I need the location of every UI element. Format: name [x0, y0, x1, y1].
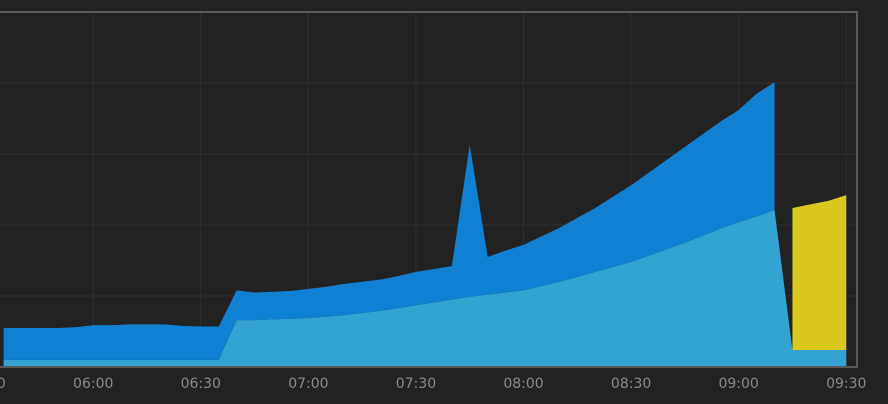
- x-tick-label: 08:00: [503, 376, 543, 392]
- x-tick-label: 08:30: [611, 376, 651, 392]
- x-tick-label: 09:30: [826, 376, 866, 392]
- x-tick-label: 06:30: [181, 376, 221, 392]
- area: [792, 195, 847, 350]
- x-axis: 05:30 06:00 06:30 07:00 07:30 08:00 08:30 09:00…: [0, 376, 866, 392]
- areas: [3, 82, 847, 367]
- plot-border: [0, 11, 858, 368]
- x-tick-label: 09:00: [718, 376, 758, 392]
- x-tick-label: 05:30: [0, 376, 6, 392]
- x-tick-label: 07:00: [288, 376, 328, 392]
- area: [3, 82, 775, 360]
- area: [3, 210, 847, 367]
- x-tick-label: 06:00: [73, 376, 113, 392]
- x-tick-label: 07:30: [396, 376, 436, 392]
